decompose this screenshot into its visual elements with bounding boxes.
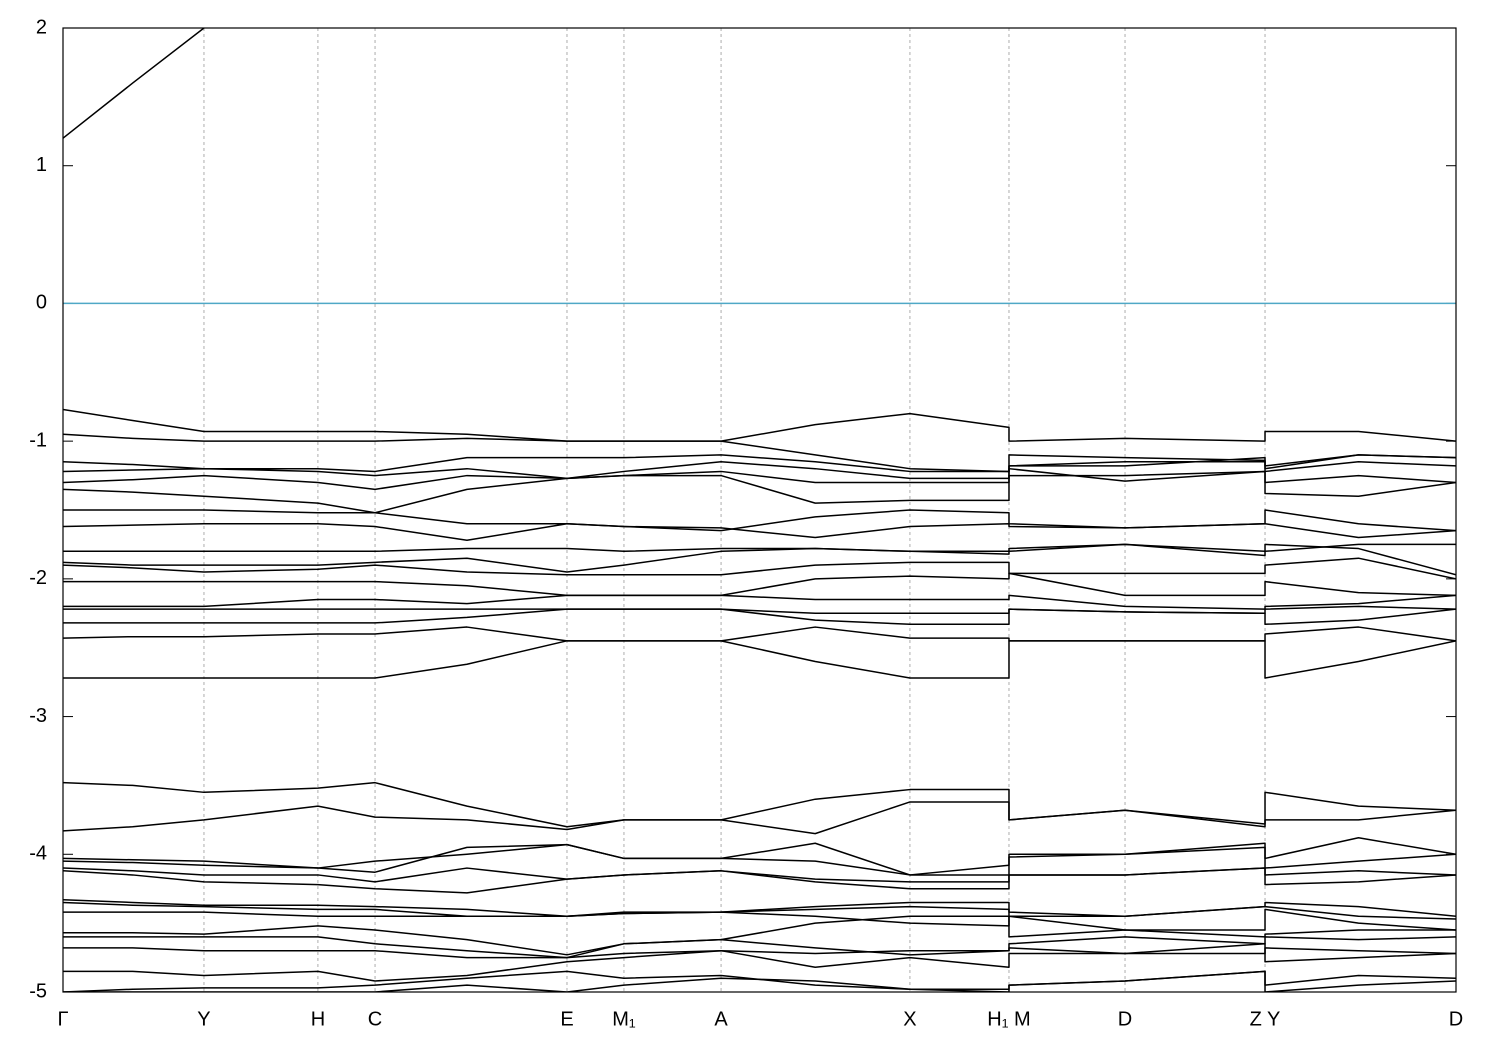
x-tick-label: E — [560, 1008, 573, 1030]
y-tick-label: -4 — [29, 843, 47, 865]
y-tick-label: -1 — [29, 429, 47, 451]
band-line — [63, 461, 1456, 482]
band-line — [63, 781, 1456, 828]
band-line — [63, 454, 1456, 473]
x-tick-label: D — [1449, 1008, 1463, 1030]
band-line — [63, 509, 1456, 532]
band-line — [63, 433, 1456, 473]
x-tick-label: H₁ M — [987, 1008, 1030, 1030]
band-line — [63, 557, 1456, 580]
x-tick-label: D — [1118, 1008, 1132, 1030]
x-tick-label: Γ — [57, 1008, 68, 1030]
band-line — [63, 970, 1456, 992]
x-tick-label: M₁ — [612, 1008, 636, 1030]
band-line — [63, 801, 1456, 835]
y-tick-label: 2 — [36, 16, 47, 38]
band-line — [63, 605, 1456, 615]
band-line — [63, 947, 1456, 959]
band-line — [63, 867, 1456, 894]
band-line — [63, 908, 1456, 931]
band-line — [63, 936, 1456, 959]
band-line — [63, 608, 1456, 626]
x-tick-label: Y — [197, 1008, 210, 1030]
plot-frame — [62, 27, 1457, 993]
band-line — [63, 843, 1456, 876]
bands — [63, 28, 1456, 992]
band-line — [63, 640, 1456, 679]
band-line — [63, 594, 1456, 610]
band-line — [63, 943, 1456, 982]
x-tick-label: A — [714, 1008, 728, 1030]
band-line — [63, 408, 1456, 442]
band-line — [63, 572, 1456, 597]
band-line — [63, 970, 1456, 992]
y-tick-label: 0 — [36, 292, 47, 314]
x-tick-label: X — [903, 1008, 916, 1030]
band-line — [63, 543, 1456, 576]
band-line — [63, 461, 1456, 514]
band-line — [63, 543, 1456, 557]
band-line — [63, 523, 1456, 542]
band-line — [63, 626, 1456, 642]
y-tick-label: -5 — [29, 980, 47, 1002]
y-tick-label: -3 — [29, 705, 47, 727]
x-tick-label: Z Y — [1250, 1008, 1281, 1030]
y-tick-label: 1 — [36, 154, 47, 176]
band-line — [63, 28, 205, 139]
y-tick-label: -2 — [29, 567, 47, 589]
band-line — [63, 915, 1456, 956]
x-tick-label: C — [368, 1008, 382, 1030]
x-tick-label: H — [311, 1008, 325, 1030]
